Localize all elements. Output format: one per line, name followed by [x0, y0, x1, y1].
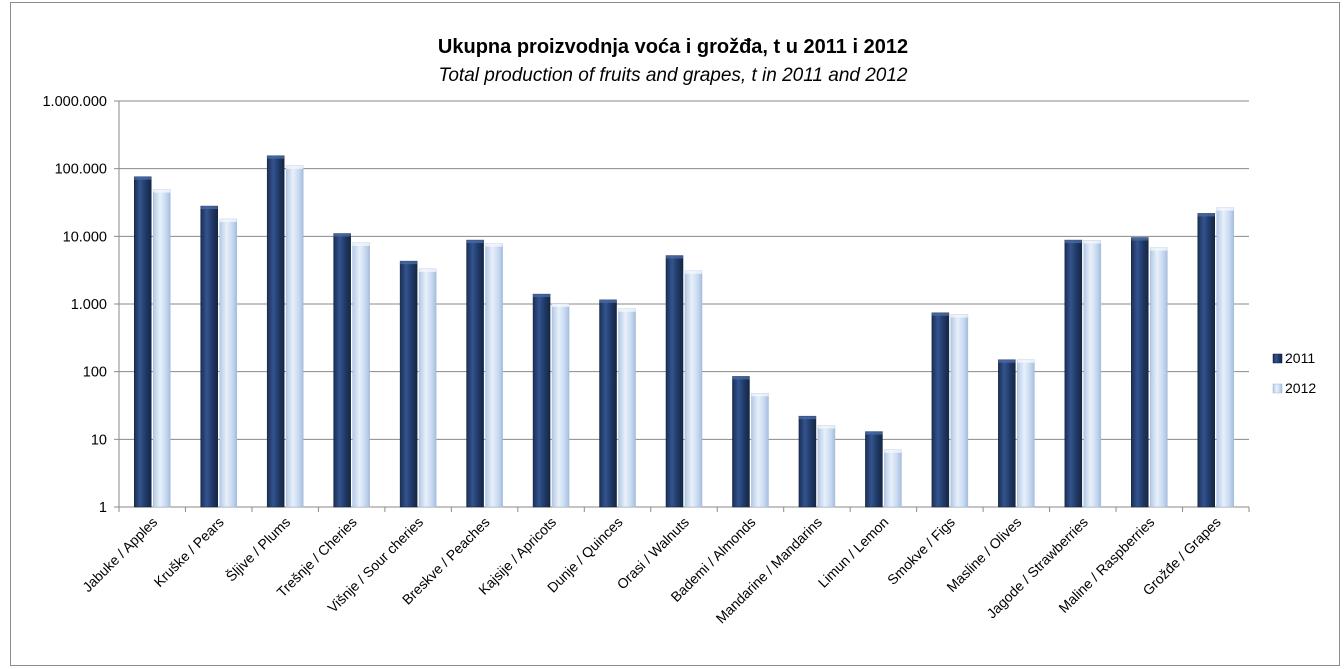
bar-2012: [152, 189, 171, 508]
bar-2011: [1197, 213, 1216, 508]
bar-2012: [684, 270, 703, 508]
bar-2011: [665, 255, 684, 508]
bar-2011: [798, 415, 817, 508]
legend-swatch-2011: [1272, 353, 1283, 364]
bar-2011: [599, 299, 617, 508]
x-tick-label: Limun / Lemon: [815, 514, 892, 591]
bars: [133, 155, 1235, 508]
bar-2012: [618, 308, 636, 508]
legend: 2011 2012: [1272, 350, 1316, 396]
bar-2012: [1150, 247, 1168, 508]
bar-2012: [817, 425, 836, 508]
legend-swatch-2012: [1272, 383, 1283, 394]
bar-2012: [751, 392, 769, 508]
y-tick-label: 100: [83, 365, 107, 381]
x-tick-label: Šljive / Plums: [223, 514, 294, 585]
x-tick-label: Jabuke / Apples: [79, 514, 160, 595]
y-tick-label: 100.000: [55, 162, 107, 178]
bar-2011: [998, 359, 1016, 508]
bar-2011: [931, 312, 950, 508]
y-tick-label: 10.000: [63, 229, 107, 245]
y-tick-label: 10: [91, 432, 107, 448]
y-tick-label: 1.000.000: [42, 94, 107, 110]
bar-2011: [1064, 239, 1083, 508]
bar-2012: [285, 165, 304, 508]
bar-2012: [551, 303, 570, 508]
bar-2012: [352, 242, 370, 508]
bar-2012: [485, 243, 503, 508]
y-tick-label: 1: [99, 500, 107, 516]
y-axis: 1 10 100 1.000 10.000 100.000 1.000.000: [42, 94, 1250, 516]
bar-2012: [884, 449, 902, 508]
bar-2012: [950, 314, 969, 508]
bar-2011: [532, 293, 551, 508]
bar-2012: [1083, 240, 1102, 508]
bar-2011: [200, 205, 218, 508]
grid: [119, 100, 1249, 508]
bar-2012: [418, 268, 437, 508]
bar-2012: [219, 218, 237, 508]
bar-2011: [399, 260, 418, 508]
legend-label-2012: 2012: [1285, 380, 1316, 396]
bar-2011: [133, 176, 152, 508]
bar-2011: [865, 431, 883, 508]
bar-2012: [1017, 359, 1035, 508]
bar-2011: [266, 155, 285, 508]
legend-label-2011: 2011: [1285, 350, 1315, 366]
y-tick-label: 1.000: [71, 297, 107, 313]
bar-2011: [1131, 237, 1149, 508]
chart-subtitle: Total production of fruits and grapes, t…: [439, 65, 908, 86]
bar-2011: [333, 233, 351, 508]
x-tick-label: Kruške / Pears: [151, 514, 227, 590]
x-tick-label: Smokve / Figs: [884, 514, 958, 588]
bar-2012: [1216, 207, 1235, 508]
chart: Ukupna proizvodnja voća i grožđa, t u 20…: [42, 36, 1316, 627]
chart-frame: Ukupna proizvodnja voća i grožđa, t u 20…: [10, 2, 1340, 666]
chart-title: Ukupna proizvodnja voća i grožđa, t u 20…: [438, 36, 908, 58]
bar-2011: [466, 239, 484, 508]
bar-2011: [732, 376, 750, 508]
